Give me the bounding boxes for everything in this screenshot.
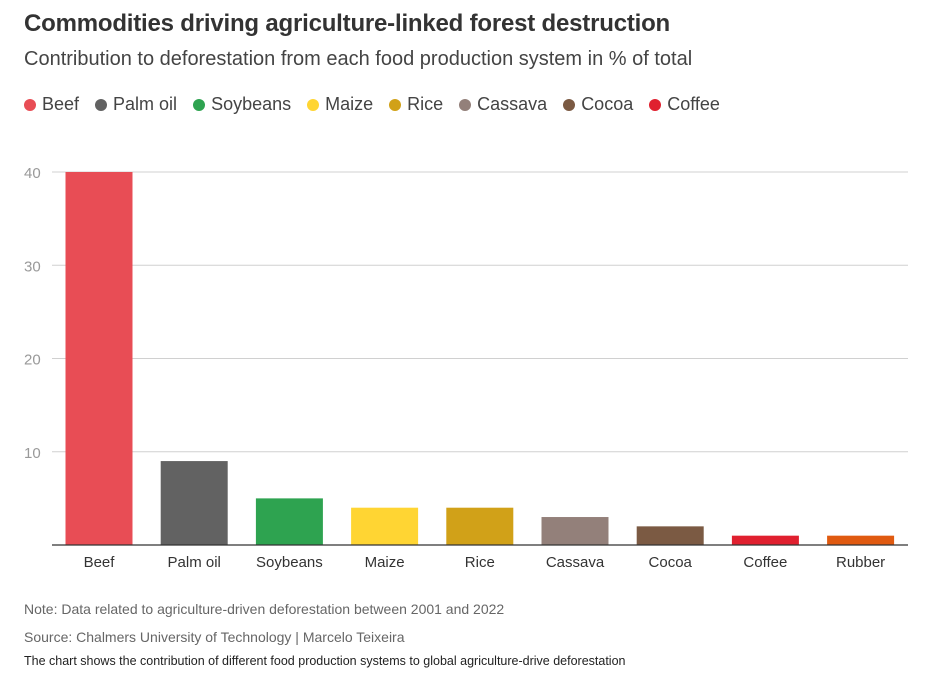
legend-dot-icon xyxy=(24,98,36,111)
legend-item-beef: Beef xyxy=(24,94,79,115)
y-tick-label: 30 xyxy=(24,258,41,275)
legend-dot-icon xyxy=(193,98,206,111)
bar-chart: 10 20 30 40 Beef Palm oil Soybeans Maize Rice Cas… xyxy=(24,165,908,571)
legend-item-coffee: Coffee xyxy=(649,94,720,115)
source-text: Source: Chalmers University of Technolog… xyxy=(24,629,405,645)
legend-item-maize: Maize xyxy=(307,94,373,115)
legend-label: Coffee xyxy=(667,94,720,114)
x-tick-label: Rubber xyxy=(836,554,885,571)
x-tick-label: Coffee xyxy=(743,554,787,571)
chart-title: Commodities driving agriculture-linked f… xyxy=(24,10,671,37)
legend-dot-icon xyxy=(459,98,472,111)
bar-beef xyxy=(65,172,133,545)
legend-label: Beef xyxy=(42,94,80,114)
x-tick-label: Beef xyxy=(84,554,116,571)
legend-label: Cocoa xyxy=(581,94,634,114)
bar-cassava xyxy=(541,517,609,545)
x-tick-label: Soybeans xyxy=(256,554,323,571)
legend-label: Rice xyxy=(407,94,444,114)
legend-label: Soybeans xyxy=(211,94,292,114)
y-tick-label: 40 xyxy=(24,165,41,182)
legend-dot-icon xyxy=(95,98,108,111)
bar-cocoa xyxy=(636,526,704,545)
legend-item-soybeans: Soybeans xyxy=(193,94,291,115)
x-tick-label: Rice xyxy=(465,554,495,571)
legend-dot-icon xyxy=(649,98,662,111)
bar-rice xyxy=(446,507,514,545)
legend-dot-icon xyxy=(389,98,402,111)
legend-dot-icon xyxy=(307,98,320,111)
bar-coffee xyxy=(731,535,799,545)
caption-text: The chart shows the contribution of diff… xyxy=(24,654,626,668)
bar-soybeans xyxy=(255,498,323,545)
legend-item-cassava: Cassava xyxy=(459,94,547,115)
legend-item-rice: Rice xyxy=(389,94,443,115)
y-tick-label: 10 xyxy=(24,445,41,462)
x-tick-label: Maize xyxy=(365,554,405,571)
chart-subtitle: Contribution to deforestation from each … xyxy=(24,48,693,70)
y-tick-label: 20 xyxy=(24,352,41,369)
legend-label: Palm oil xyxy=(113,94,178,114)
x-tick-label: Cassava xyxy=(546,554,605,571)
x-tick-label: Palm oil xyxy=(168,554,221,571)
legend-dot-icon xyxy=(563,98,576,111)
legend-label: Cassava xyxy=(477,94,548,114)
note-text: Note: Data related to agriculture-driven… xyxy=(24,601,505,617)
x-tick-label: Cocoa xyxy=(649,554,693,571)
bar-maize xyxy=(351,507,419,545)
bar-rubber xyxy=(827,535,895,545)
legend-item-cocoa: Cocoa xyxy=(563,94,633,115)
legend: Beef Palm oil Soybeans Maize Rice Cassava Coco… xyxy=(24,94,736,115)
legend-label: Maize xyxy=(325,94,374,114)
bar-palm-oil xyxy=(160,461,228,545)
legend-item-palm-oil: Palm oil xyxy=(95,94,177,115)
